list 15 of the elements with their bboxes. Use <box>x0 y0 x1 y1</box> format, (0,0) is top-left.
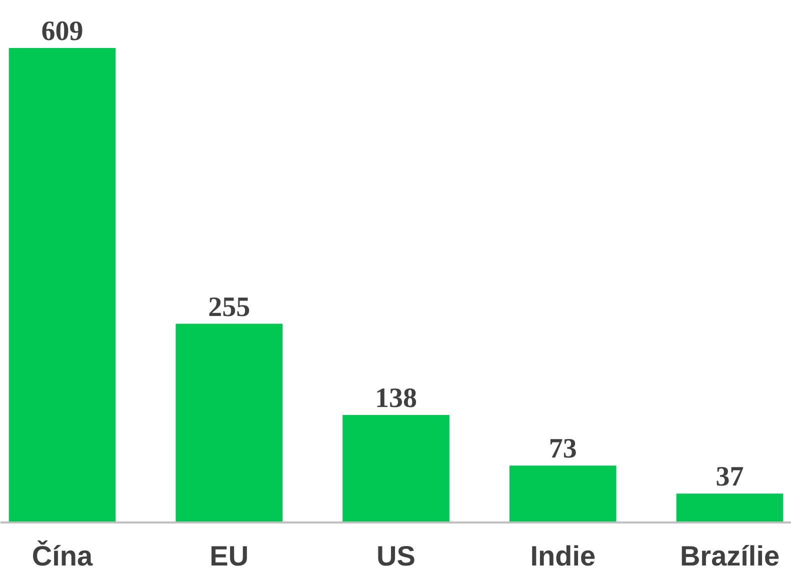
bar <box>509 466 616 522</box>
data-label: 255 <box>208 292 250 323</box>
bar <box>676 494 784 522</box>
x-tick-label: EU <box>210 540 249 572</box>
bar <box>176 324 283 522</box>
bar <box>342 414 450 522</box>
x-tick-label: US <box>376 540 416 572</box>
x-tick-label: Indie <box>530 540 596 572</box>
data-label: 138 <box>375 382 417 414</box>
data-label: 73 <box>548 434 577 465</box>
x-tick-label: Čína <box>32 540 94 572</box>
bar <box>8 48 116 522</box>
data-label: 609 <box>41 16 84 47</box>
data-label: 37 <box>716 462 744 493</box>
x-tick-label: Brazílie <box>680 540 780 572</box>
